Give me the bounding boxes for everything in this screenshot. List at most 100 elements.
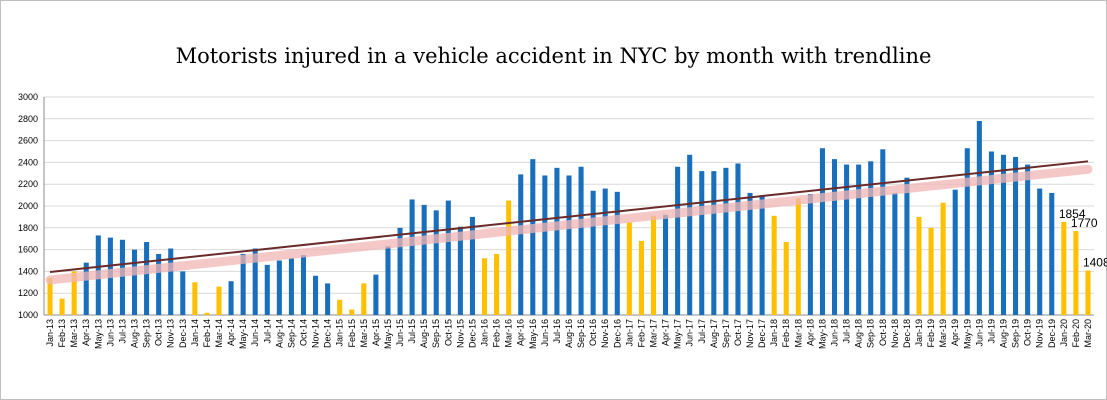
x-tick-label: Oct-19 <box>1023 319 1033 346</box>
bar-dec-19 <box>1049 192 1055 315</box>
x-tick-label: Aug-16 <box>564 319 574 348</box>
x-tick-label: Jul-13 <box>117 319 127 344</box>
bar-sep-16 <box>578 166 584 315</box>
x-tick-label: Jul-18 <box>842 319 852 344</box>
bar-sep-15 <box>433 210 439 315</box>
y-tick-label: 1800 <box>18 223 38 233</box>
x-tick-label: Dec-15 <box>467 319 477 348</box>
x-tick-label: Mar-13 <box>69 319 79 348</box>
x-tick-label: Jan-16 <box>480 319 490 347</box>
bar-jun-14 <box>252 248 258 315</box>
bar-feb-16 <box>494 253 500 315</box>
x-tick-label: Sep-18 <box>866 319 876 348</box>
x-tick-label: Feb-14 <box>202 319 212 348</box>
bar-nov-16 <box>602 188 608 315</box>
x-tick-label: Mar-17 <box>648 319 658 348</box>
x-tick-label: May-16 <box>528 319 538 349</box>
bar-oct-17 <box>735 163 741 315</box>
x-tick-label: May-13 <box>93 319 103 349</box>
bar-dec-18 <box>904 177 910 315</box>
bar-feb-20 <box>1073 231 1079 315</box>
bar-dec-14 <box>325 283 331 315</box>
x-tick-label: Mar-18 <box>793 319 803 348</box>
bar-apr-15 <box>373 274 379 315</box>
bar-jul-14 <box>264 264 270 315</box>
x-tick-label: Feb-15 <box>347 319 357 348</box>
bar-aug-16 <box>566 175 572 315</box>
bar-jul-16 <box>554 167 560 315</box>
bar-mar-14 <box>216 286 222 315</box>
bar-aug-19 <box>1000 154 1007 315</box>
bar-aug-14 <box>276 260 282 315</box>
bar-may-19 <box>964 148 970 315</box>
x-tick-label: Oct-18 <box>878 319 888 346</box>
bar-may-16 <box>530 159 536 315</box>
x-tick-label: Jun-18 <box>830 319 840 347</box>
x-tick-label: Feb-17 <box>636 319 646 348</box>
x-tick-label: Jan-20 <box>1059 319 1069 347</box>
bar-may-15 <box>385 246 391 315</box>
bar-jul-17 <box>699 171 705 315</box>
x-tick-label: Feb-16 <box>492 319 502 348</box>
bar-feb-18 <box>783 241 789 315</box>
bar-feb-13 <box>59 298 65 315</box>
bar-nov-15 <box>457 226 463 315</box>
x-tick-label: Apr-19 <box>950 319 960 346</box>
bar-jul-13 <box>119 239 125 315</box>
bar-apr-17 <box>663 214 669 315</box>
bar-apr-16 <box>518 174 524 315</box>
x-tick-label: May-14 <box>238 319 248 349</box>
x-tick-label: May-17 <box>673 319 683 349</box>
x-tick-label: Mar-19 <box>938 319 948 348</box>
x-tick-label: Oct-13 <box>154 319 164 346</box>
bar-aug-18 <box>856 164 862 315</box>
x-tick-label: Jan-13 <box>45 319 55 347</box>
x-tick-label: Apr-16 <box>516 319 526 346</box>
x-tick-label: Jul-17 <box>697 319 707 344</box>
x-tick-label: Oct-14 <box>298 319 308 346</box>
x-tick-label: Apr-18 <box>805 319 815 346</box>
bar-jan-19 <box>916 216 922 315</box>
bar-mar-20 <box>1085 270 1091 315</box>
x-tick-label: Jun-13 <box>105 319 115 347</box>
bar-jan-16 <box>481 258 488 315</box>
bar-feb-19 <box>928 227 934 315</box>
bar-jan-18 <box>771 215 777 315</box>
y-tick-label: 3000 <box>18 92 38 102</box>
y-tick-label: 2600 <box>18 136 38 146</box>
x-tick-label: Dec-13 <box>178 319 188 348</box>
bar-feb-14 <box>204 312 210 315</box>
bar-aug-13 <box>131 249 138 315</box>
x-tick-label: Sep-15 <box>431 319 441 348</box>
bar-mar-13 <box>71 271 77 315</box>
x-tick-label: Feb-13 <box>57 319 67 348</box>
bar-jul-15 <box>409 199 415 315</box>
bar-oct-14 <box>300 255 307 315</box>
bar-jan-14 <box>192 282 198 315</box>
x-tick-label: Aug-15 <box>419 319 429 348</box>
bar-jan-13 <box>47 277 53 315</box>
x-tick-label: Jan-15 <box>335 319 345 347</box>
x-tick-label: Aug-19 <box>998 319 1008 348</box>
x-tick-label: Aug-14 <box>274 319 284 348</box>
bar-jan-15 <box>337 299 343 315</box>
x-tick-label: Feb-19 <box>926 319 936 348</box>
x-tick-label: Jun-15 <box>395 319 405 347</box>
x-tick-label: Apr-14 <box>226 319 236 346</box>
x-tick-label: Jan-18 <box>769 319 779 347</box>
x-tick-label: Jan-17 <box>624 319 634 347</box>
bar-dec-16 <box>614 191 620 315</box>
x-tick-label: Nov-14 <box>311 319 321 348</box>
x-tick-label: Sep-17 <box>721 319 731 348</box>
x-tick-label: Nov-18 <box>890 319 900 348</box>
bar-mar-15 <box>361 283 367 315</box>
bar-jun-16 <box>542 175 548 315</box>
bar-may-17 <box>675 166 681 315</box>
x-tick-label: Dec-19 <box>1047 319 1057 348</box>
x-tick-label: Jun-14 <box>250 319 260 347</box>
x-tick-label: Jul-19 <box>986 319 996 344</box>
x-tick-label: Apr-13 <box>81 319 91 346</box>
bar-jun-18 <box>831 159 838 315</box>
